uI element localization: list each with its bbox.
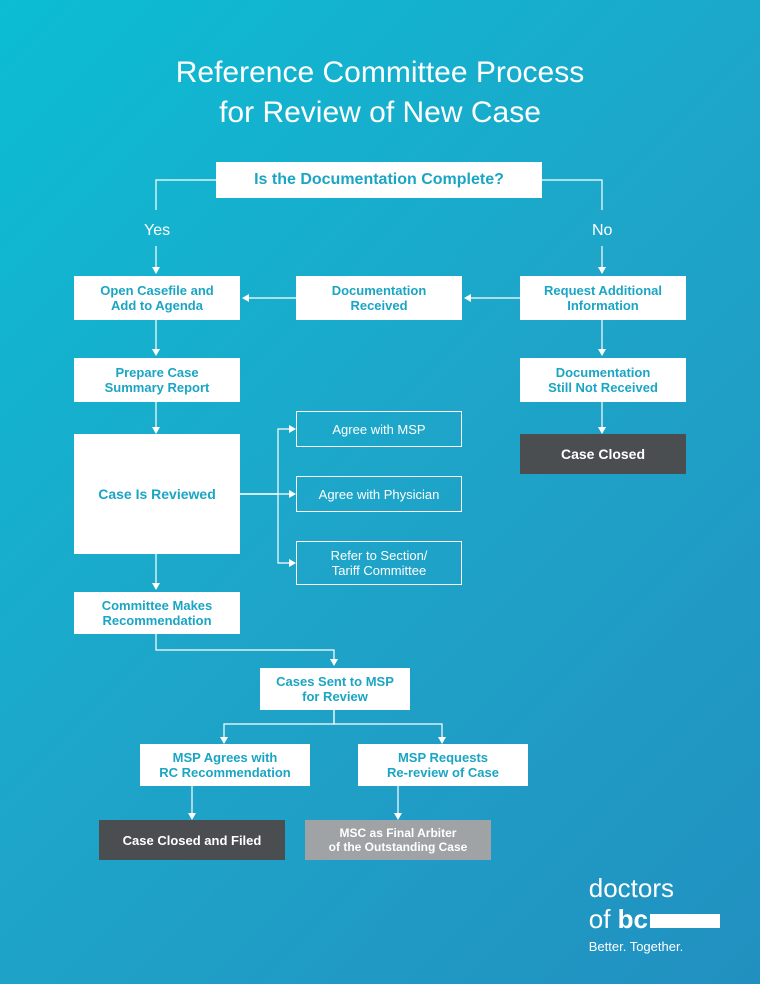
node-docrec: DocumentationReceived xyxy=(296,276,462,320)
node-docstill: DocumentationStill Not Received xyxy=(520,358,686,402)
logo-word-1: doctors xyxy=(589,873,674,903)
logo: doctors of bc Better. Together. xyxy=(589,873,720,954)
node-q: Is the Documentation Complete? xyxy=(216,162,542,198)
label-no: No xyxy=(592,222,612,240)
node-mspagree: MSP Agrees withRC Recommendation xyxy=(140,744,310,786)
logo-word-2: of xyxy=(589,904,611,934)
node-prepare: Prepare CaseSummary Report xyxy=(74,358,240,402)
node-mspreq: MSP RequestsRe-review of Case xyxy=(358,744,528,786)
page-title-2: for Review of New Case xyxy=(219,96,541,130)
node-refer: Refer to Section/Tariff Committee xyxy=(296,541,462,585)
node-reqinfo: Request AdditionalInformation xyxy=(520,276,686,320)
node-amsp: Agree with MSP xyxy=(296,411,462,447)
flowchart-canvas: Reference Committee Process for Review o… xyxy=(0,0,760,984)
node-reviewed: Case Is Reviewed xyxy=(74,434,240,554)
node-aphy: Agree with Physician xyxy=(296,476,462,512)
logo-bar xyxy=(650,914,720,928)
node-sentmsp: Cases Sent to MSPfor Review xyxy=(260,668,410,710)
node-arbiter: MSC as Final Arbiterof the Outstanding C… xyxy=(305,820,491,860)
node-open: Open Casefile andAdd to Agenda xyxy=(74,276,240,320)
node-closed2: Case Closed and Filed xyxy=(99,820,285,860)
node-closed1: Case Closed xyxy=(520,434,686,474)
logo-tagline: Better. Together. xyxy=(589,939,720,954)
logo-line1: doctors of bc xyxy=(589,873,720,935)
node-recomm: Committee MakesRecommendation xyxy=(74,592,240,634)
label-yes: Yes xyxy=(144,222,170,240)
logo-word-3: bc xyxy=(618,904,648,934)
page-title-1: Reference Committee Process xyxy=(176,56,585,90)
